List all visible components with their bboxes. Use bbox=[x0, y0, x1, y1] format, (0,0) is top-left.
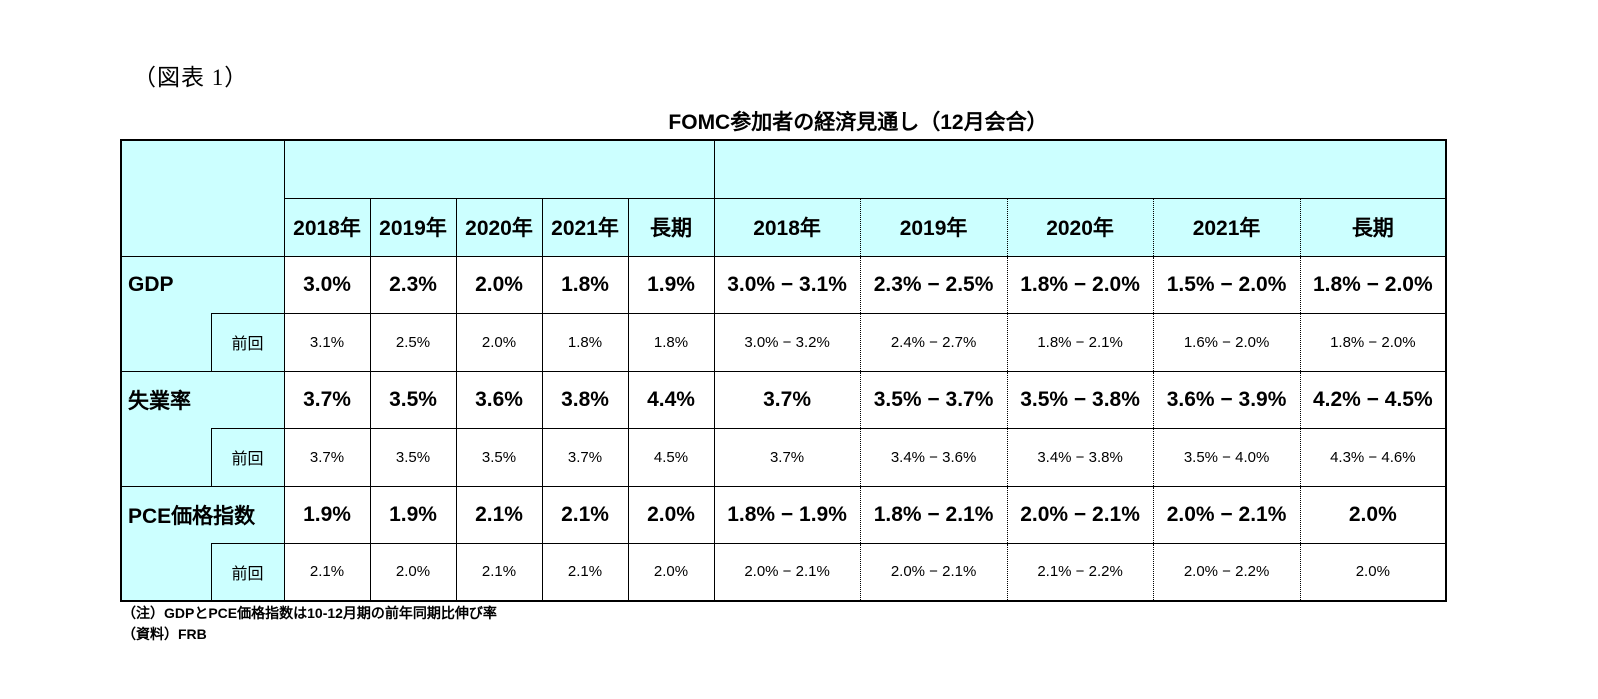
median-value-cell: 2.0% bbox=[369, 542, 457, 602]
year-header-cell: 2018年 bbox=[713, 197, 861, 257]
median-value-cell: 2.1% bbox=[455, 485, 543, 544]
row-label: PCE価格指数 bbox=[120, 485, 285, 543]
range-value-cell: 2.4% − 2.7% bbox=[859, 312, 1008, 372]
median-value-cell: 2.1% bbox=[541, 485, 629, 544]
year-header-cell: 2020年 bbox=[455, 197, 543, 257]
range-value-cell: 1.8% − 2.0% bbox=[1299, 255, 1447, 314]
range-value-cell: 2.1% − 2.2% bbox=[1006, 542, 1154, 602]
range-value-cell: 2.3% − 2.5% bbox=[859, 255, 1008, 314]
range-value-cell: 3.7% bbox=[713, 427, 861, 487]
median-value-cell: 4.5% bbox=[627, 427, 715, 487]
range-group-band bbox=[713, 139, 1447, 199]
year-header-cell: 2019年 bbox=[859, 197, 1008, 257]
table-row-unemployment-previous: 前回 3.7% 3.5% 3.5% 3.7% 4.5% 3.7% 3.4% − … bbox=[120, 427, 1447, 487]
range-value-cell: 1.8% − 1.9% bbox=[713, 485, 861, 544]
range-value-cell: 2.0% bbox=[1299, 485, 1447, 544]
year-header-cell: 2021年 bbox=[1152, 197, 1301, 257]
year-header-cell: 長期 bbox=[627, 197, 715, 257]
median-value-cell: 3.7% bbox=[541, 427, 629, 487]
year-header-cell: 2020年 bbox=[1006, 197, 1154, 257]
fomc-forecast-table: 2018年 2019年 2020年 2021年 長期 2018年 2019年 2… bbox=[120, 139, 1448, 602]
label-spacer-cell bbox=[120, 428, 211, 487]
range-value-cell: 3.5% − 3.7% bbox=[859, 370, 1008, 429]
range-value-cell: 1.8% − 2.0% bbox=[1299, 312, 1447, 372]
median-value-cell: 3.8% bbox=[541, 370, 629, 429]
median-value-cell: 1.8% bbox=[541, 312, 629, 372]
table-row-pce: PCE価格指数 1.9% 1.9% 2.1% 2.1% 2.0% 1.8% − … bbox=[120, 485, 1447, 544]
median-value-cell: 2.0% bbox=[455, 255, 543, 314]
range-value-cell: 1.8% − 2.0% bbox=[1006, 255, 1154, 314]
figure-label: （図表 1） bbox=[133, 65, 249, 90]
range-value-cell: 3.6% − 3.9% bbox=[1152, 370, 1301, 429]
median-value-cell: 3.5% bbox=[369, 370, 457, 429]
range-value-cell: 3.4% − 3.6% bbox=[859, 427, 1008, 487]
row-label: GDP bbox=[120, 255, 285, 313]
median-value-cell: 2.1% bbox=[283, 542, 371, 602]
range-value-cell: 3.7% bbox=[713, 370, 861, 429]
median-value-cell: 3.0% bbox=[283, 255, 371, 314]
range-value-cell: 2.0% bbox=[1299, 542, 1447, 602]
median-value-cell: 1.9% bbox=[369, 485, 457, 544]
median-value-cell: 1.8% bbox=[541, 255, 629, 314]
median-value-cell: 1.8% bbox=[627, 312, 715, 372]
median-value-cell: 2.0% bbox=[627, 485, 715, 544]
median-group-band bbox=[283, 139, 715, 199]
year-header-row: 2018年 2019年 2020年 2021年 長期 2018年 2019年 2… bbox=[121, 197, 1447, 257]
range-value-cell: 1.5% − 2.0% bbox=[1152, 255, 1301, 314]
previous-row-label: 前回 bbox=[210, 427, 285, 487]
median-value-cell: 4.4% bbox=[627, 370, 715, 429]
year-header-cell: 2019年 bbox=[369, 197, 457, 257]
label-spacer-cell bbox=[120, 313, 211, 372]
range-value-cell: 3.5% − 4.0% bbox=[1152, 427, 1301, 487]
range-value-cell: 2.0% − 2.1% bbox=[1152, 485, 1301, 544]
median-value-cell: 3.5% bbox=[455, 427, 543, 487]
median-value-cell: 2.1% bbox=[455, 542, 543, 602]
table-corner-cell bbox=[120, 139, 285, 257]
range-value-cell: 1.8% − 2.1% bbox=[859, 485, 1008, 544]
range-value-cell: 1.6% − 2.0% bbox=[1152, 312, 1301, 372]
year-header-cell: 2021年 bbox=[541, 197, 629, 257]
table-row-gdp-previous: 前回 3.1% 2.5% 2.0% 1.8% 1.8% 3.0% − 3.2% … bbox=[120, 312, 1447, 372]
median-value-cell: 2.0% bbox=[627, 542, 715, 602]
label-spacer-cell bbox=[120, 543, 211, 602]
source-line: （資料）FRB bbox=[122, 626, 207, 642]
range-value-cell: 3.0% − 3.2% bbox=[713, 312, 861, 372]
footnotes: （注）GDPとPCE価格指数は10-12月期の前年同期比伸び率 （資料）FRB bbox=[122, 603, 497, 645]
range-value-cell: 1.8% − 2.1% bbox=[1006, 312, 1154, 372]
table-row-pce-previous: 前回 2.1% 2.0% 2.1% 2.1% 2.0% 2.0% − 2.1% … bbox=[120, 542, 1447, 602]
row-label: 失業率 bbox=[120, 370, 285, 428]
range-value-cell: 4.2% − 4.5% bbox=[1299, 370, 1447, 429]
range-value-cell: 3.0% − 3.1% bbox=[713, 255, 861, 314]
median-value-cell: 1.9% bbox=[283, 485, 371, 544]
previous-row-label: 前回 bbox=[210, 312, 285, 372]
year-header-cell: 2018年 bbox=[283, 197, 371, 257]
median-value-cell: 3.7% bbox=[283, 427, 371, 487]
table-title: FOMC参加者の経済見通し（12月会合） bbox=[668, 111, 1048, 134]
range-value-cell: 3.5% − 3.8% bbox=[1006, 370, 1154, 429]
median-value-cell: 2.1% bbox=[541, 542, 629, 602]
note-line: （注）GDPとPCE価格指数は10-12月期の前年同期比伸び率 bbox=[122, 605, 497, 621]
range-value-cell: 4.3% − 4.6% bbox=[1299, 427, 1447, 487]
range-value-cell: 2.0% − 2.1% bbox=[1006, 485, 1154, 544]
median-value-cell: 3.1% bbox=[283, 312, 371, 372]
table-row-gdp: GDP 3.0% 2.3% 2.0% 1.8% 1.9% 3.0% − 3.1%… bbox=[120, 255, 1447, 314]
median-value-cell: 2.0% bbox=[455, 312, 543, 372]
range-value-cell: 2.0% − 2.1% bbox=[859, 542, 1008, 602]
group-header-row bbox=[120, 139, 1447, 257]
range-value-cell: 2.0% − 2.2% bbox=[1152, 542, 1301, 602]
median-value-cell: 1.9% bbox=[627, 255, 715, 314]
median-value-cell: 3.6% bbox=[455, 370, 543, 429]
range-value-cell: 3.4% − 3.8% bbox=[1006, 427, 1154, 487]
year-header-cell: 長期 bbox=[1299, 197, 1447, 257]
previous-row-label: 前回 bbox=[210, 542, 285, 602]
range-value-cell: 2.0% − 2.1% bbox=[713, 542, 861, 602]
median-value-cell: 2.5% bbox=[369, 312, 457, 372]
median-value-cell: 3.7% bbox=[283, 370, 371, 429]
table-row-unemployment: 失業率 3.7% 3.5% 3.6% 3.8% 4.4% 3.7% 3.5% −… bbox=[120, 370, 1447, 429]
median-value-cell: 3.5% bbox=[369, 427, 457, 487]
median-value-cell: 2.3% bbox=[369, 255, 457, 314]
